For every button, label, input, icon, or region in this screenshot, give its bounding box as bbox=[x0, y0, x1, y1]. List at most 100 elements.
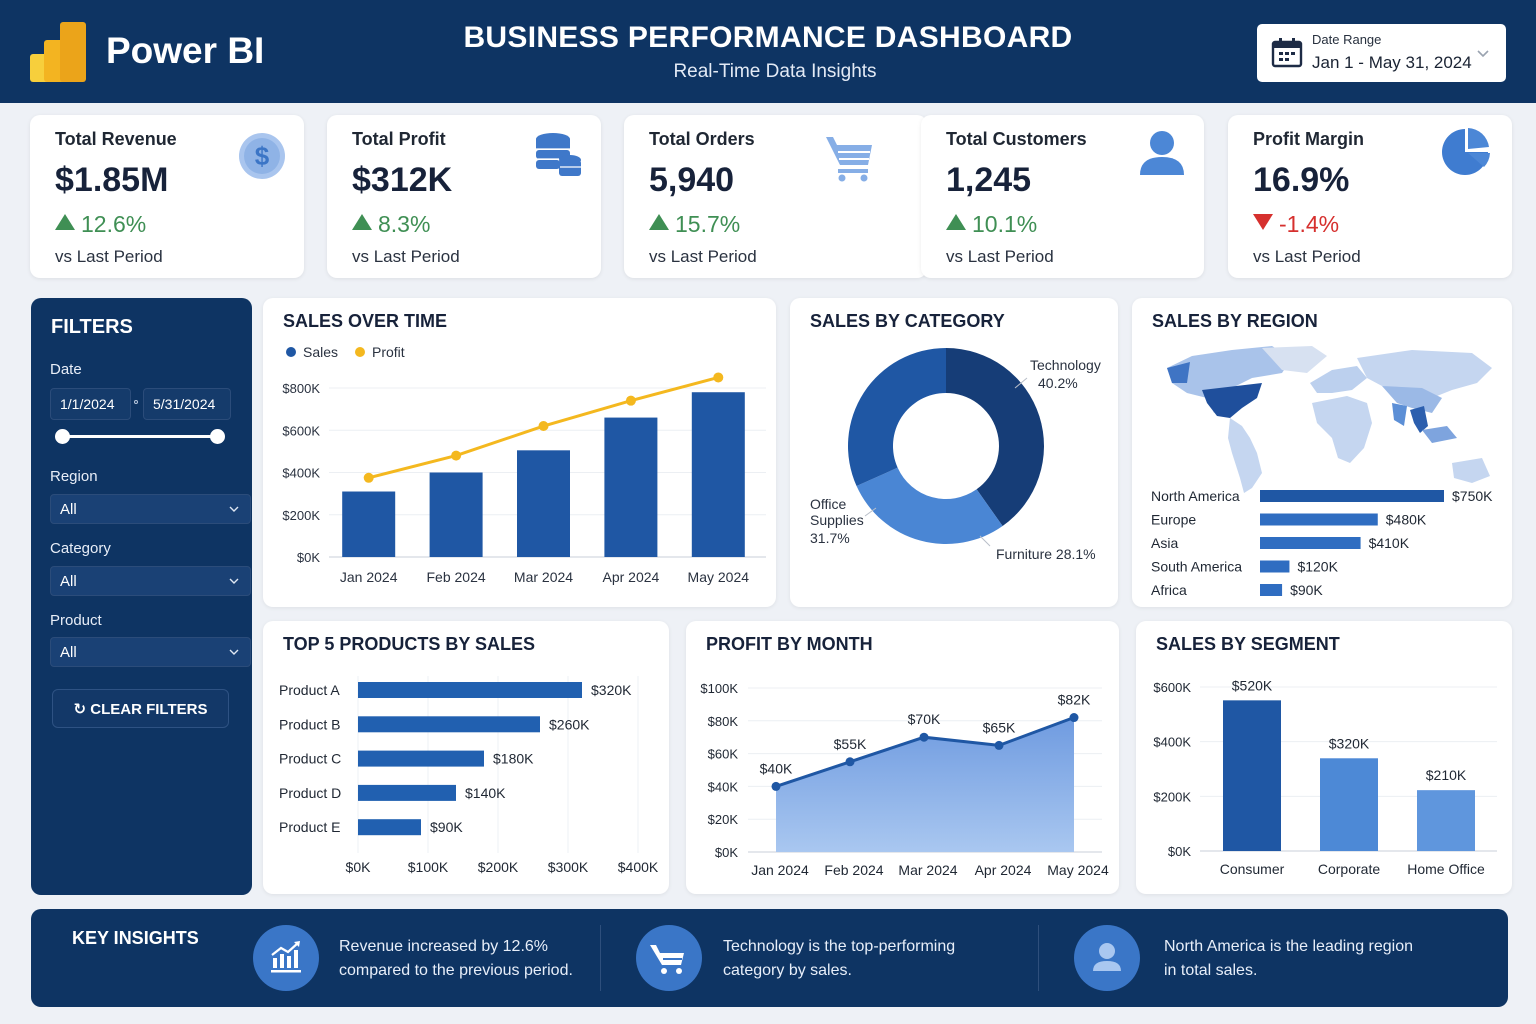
data-label: $65K bbox=[983, 719, 1016, 735]
legend-marker-sales bbox=[286, 347, 296, 357]
top-products-card: TOP 5 PRODUCTS BY SALES $0K $100K $200K $30… bbox=[263, 621, 669, 894]
kpi-card-total-profit[interactable]: Total Profit $312K 8.3% vs Last Period bbox=[327, 115, 601, 278]
point-profit bbox=[451, 450, 462, 461]
chart-title: PROFIT BY MONTH bbox=[706, 634, 873, 654]
point-profit bbox=[625, 395, 636, 406]
arrow-up-icon bbox=[946, 214, 966, 230]
date-from-input[interactable]: 1/1/2024 bbox=[50, 388, 131, 420]
product-label: Product B bbox=[279, 716, 340, 732]
data-label: $520K bbox=[1232, 677, 1273, 693]
region-bar bbox=[1260, 490, 1444, 502]
insight-text: Revenue increased by 12.6% compared to t… bbox=[339, 935, 573, 983]
x-tick-label: May 2024 bbox=[1047, 862, 1109, 878]
bar-sales bbox=[429, 472, 483, 557]
x-tick-label: $200K bbox=[478, 859, 519, 875]
pie-chart-icon bbox=[1442, 128, 1490, 175]
segment-bar bbox=[1223, 700, 1281, 851]
sales-over-time-chart: Sales Profit $0K $200K $400K $600K $800K Jan 20… bbox=[282, 344, 766, 585]
dollar-coin-icon: $ bbox=[239, 133, 285, 179]
kpi-subtitle: vs Last Period bbox=[649, 247, 757, 266]
kpi-delta: 15.7% bbox=[649, 211, 740, 238]
region-select[interactable]: All bbox=[50, 494, 251, 524]
product-select[interactable]: All bbox=[50, 637, 251, 667]
profit-by-month-chart: $0K $20K $40K $60K $80K $100K $40K Jan 2024 $55K… bbox=[700, 681, 1109, 878]
y-tick-label: $20K bbox=[708, 812, 739, 827]
kpi-subtitle: vs Last Period bbox=[946, 247, 1054, 266]
chart-title: SALES OVER TIME bbox=[283, 311, 448, 331]
chevron-down-icon bbox=[229, 506, 239, 512]
x-tick-label: May 2024 bbox=[688, 569, 750, 585]
leader-line bbox=[1014, 377, 1028, 389]
date-range-slider[interactable] bbox=[55, 429, 225, 444]
profit-point bbox=[1069, 713, 1079, 723]
key-insights-title: KEY INSIGHTS bbox=[72, 928, 199, 948]
product-value-label: $320K bbox=[591, 682, 632, 698]
product-bar bbox=[358, 682, 582, 698]
page-subtitle: Real-Time Data Insights bbox=[673, 61, 877, 82]
data-label: $210K bbox=[1426, 767, 1467, 783]
insight-line: compared to the previous period. bbox=[339, 962, 573, 979]
date-to-input[interactable]: 5/31/2024 bbox=[143, 388, 231, 420]
product-label: Product E bbox=[279, 819, 340, 835]
x-tick-label: Mar 2024 bbox=[514, 569, 573, 585]
arrow-down-icon bbox=[1253, 214, 1273, 230]
kpi-delta: 10.1% bbox=[946, 211, 1037, 238]
segment-bar bbox=[1320, 758, 1378, 851]
region-value-label: $90K bbox=[1290, 582, 1323, 598]
y-tick-label: $100K bbox=[700, 681, 738, 696]
chevron-down-icon bbox=[1477, 50, 1489, 58]
kpi-value: $1.85M bbox=[55, 161, 169, 199]
kpi-card-total-revenue[interactable]: Total Revenue $1.85M 12.6% vs Last Perio… bbox=[30, 115, 304, 278]
insight-text: North America is the leading region in t… bbox=[1164, 935, 1413, 983]
clear-filters-button[interactable]: ↻ CLEAR FILTERS bbox=[52, 689, 229, 728]
date-range-separator bbox=[134, 400, 138, 404]
kpi-delta-value: 8.3% bbox=[378, 211, 431, 237]
kpi-value: 1,245 bbox=[946, 161, 1032, 199]
y-tick-label: $80K bbox=[708, 714, 739, 729]
x-tick-label: Feb 2024 bbox=[427, 569, 486, 585]
y-tick-label: $200K bbox=[282, 508, 320, 523]
legend-label-sales: Sales bbox=[303, 344, 338, 360]
sales-by-category-card: SALES BY CATEGORY Technology 40.2% Furnitu… bbox=[790, 298, 1118, 607]
sales-by-category-chart: Technology 40.2% Furniture 28.1% OfficeSupp… bbox=[810, 348, 1101, 562]
kpi-card-profit-margin[interactable]: Profit Margin 16.9% -1.4% vs Last Period bbox=[1228, 115, 1512, 278]
x-tick-label: Jan 2024 bbox=[340, 569, 398, 585]
region-value-label: $120K bbox=[1297, 559, 1338, 575]
kpi-title: Total Customers bbox=[946, 129, 1087, 149]
kpi-subtitle: vs Last Period bbox=[352, 247, 460, 266]
x-tick-label: Mar 2024 bbox=[898, 862, 957, 878]
product-filter-label: Product bbox=[50, 612, 102, 629]
leader-line bbox=[979, 535, 991, 547]
slice-label-technology: Technology bbox=[1030, 357, 1101, 373]
kpi-delta: -1.4% bbox=[1253, 211, 1339, 238]
slice-value-technology: 40.2% bbox=[1038, 375, 1078, 391]
slider-handle-start[interactable] bbox=[55, 429, 70, 444]
date-range-label: Date Range bbox=[1312, 32, 1382, 47]
top-products-chart: $0K $100K $200K $300K $400K Product A $320K Pro… bbox=[279, 676, 659, 875]
growth-chart-icon bbox=[271, 941, 301, 973]
data-label: $70K bbox=[908, 711, 941, 727]
donut-slice bbox=[946, 348, 1044, 527]
point-profit bbox=[363, 472, 374, 483]
y-tick-label: $200K bbox=[1153, 789, 1191, 804]
slider-handle-end[interactable] bbox=[210, 429, 225, 444]
bar-sales bbox=[604, 417, 658, 557]
region-bar bbox=[1260, 584, 1283, 596]
x-tick-label: $100K bbox=[408, 859, 449, 875]
x-tick-label: $0K bbox=[346, 859, 372, 875]
point-profit bbox=[713, 372, 724, 383]
kpi-delta: 8.3% bbox=[352, 211, 430, 238]
kpi-card-total-orders[interactable]: Total Orders 5,940 15.7% vs Last Period bbox=[624, 115, 927, 278]
date-range-dropdown[interactable]: Date Range Jan 1 - May 31, 2024 bbox=[1257, 24, 1506, 82]
slice-label-office-supplies: Supplies bbox=[810, 512, 864, 528]
kpi-delta-value: 10.1% bbox=[972, 211, 1038, 237]
profit-point bbox=[771, 781, 781, 791]
kpi-delta: 12.6% bbox=[55, 211, 146, 238]
divider bbox=[600, 925, 601, 991]
kpi-delta-value: 15.7% bbox=[675, 211, 741, 237]
x-tick-label: Apr 2024 bbox=[975, 862, 1032, 878]
kpi-card-total-customers[interactable]: Total Customers 1,245 10.1% vs Last Peri… bbox=[921, 115, 1204, 278]
x-tick-label: $300K bbox=[548, 859, 589, 875]
divider bbox=[1038, 925, 1039, 991]
category-select[interactable]: All bbox=[50, 566, 251, 596]
